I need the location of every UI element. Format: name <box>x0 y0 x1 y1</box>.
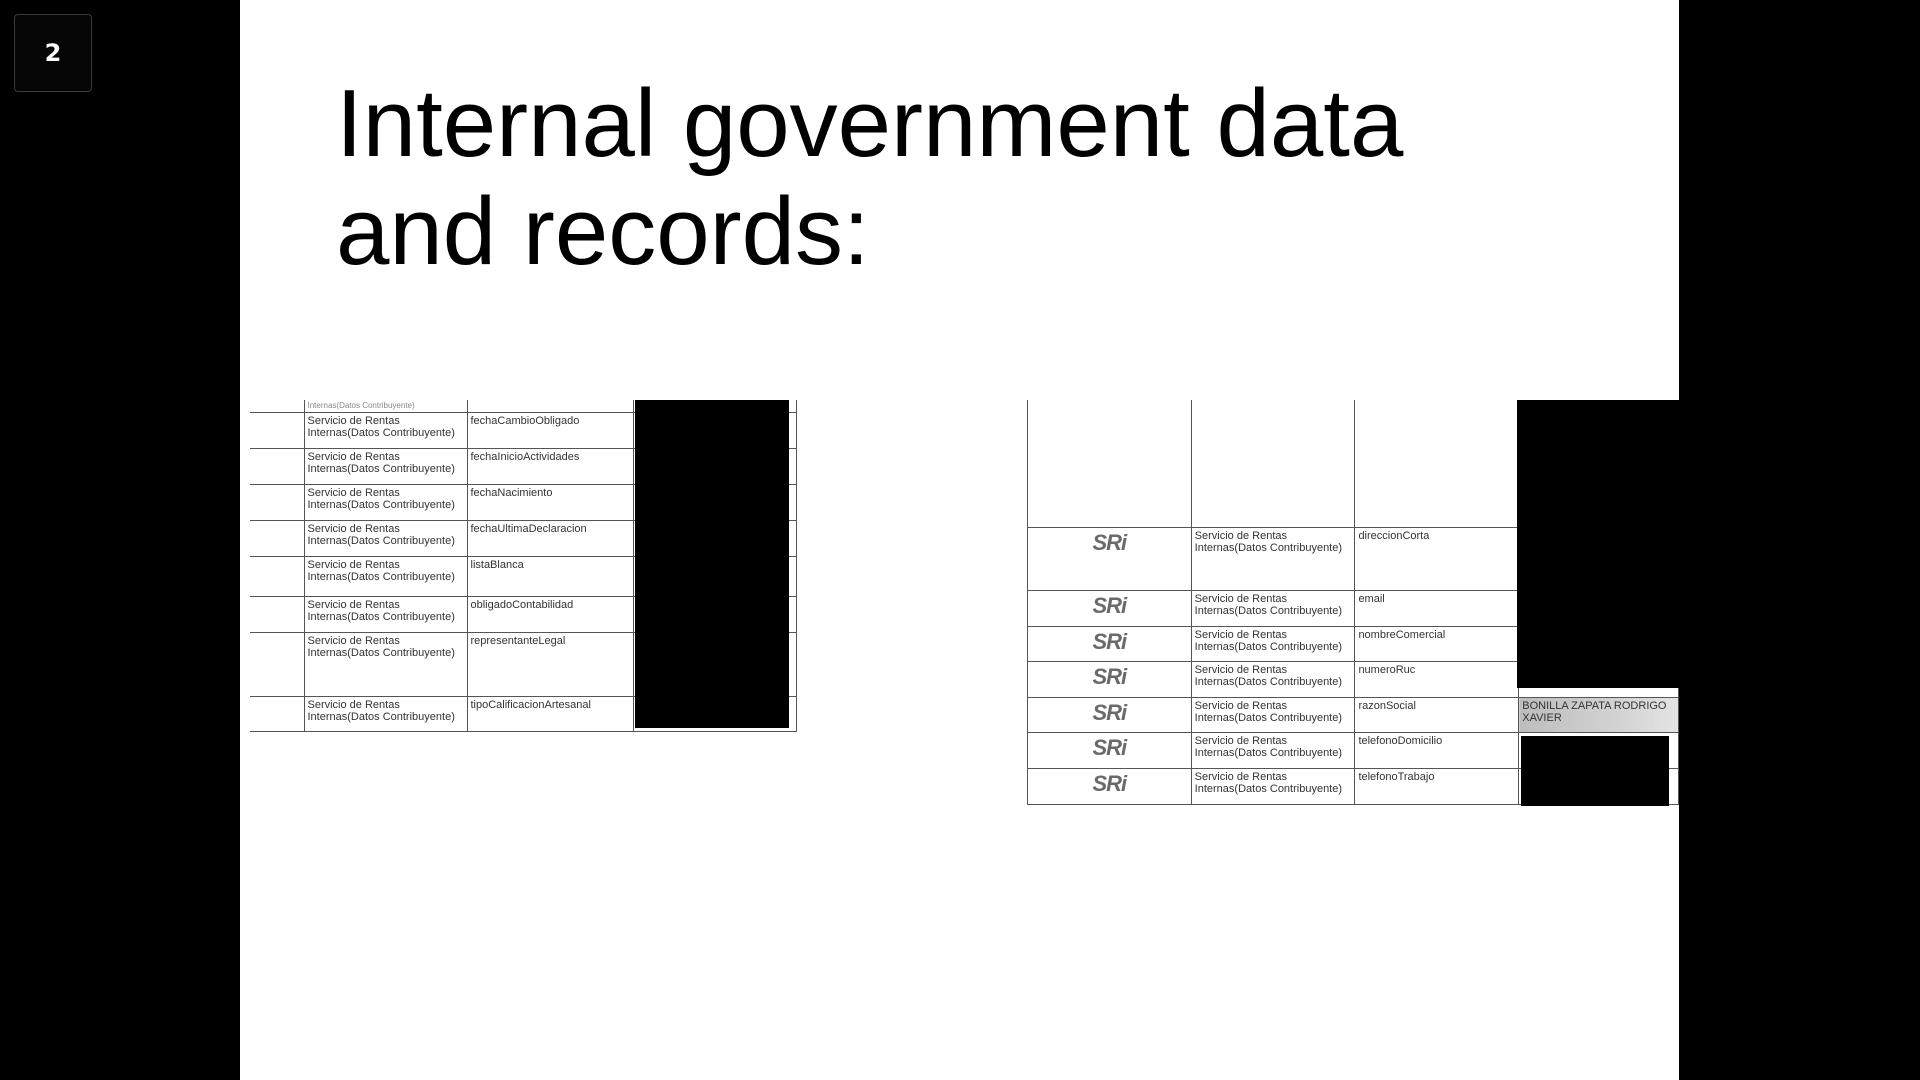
field-cell: obligadoContabilidad <box>466 595 634 633</box>
logo-cell: SRi <box>1027 696 1192 733</box>
redaction-bar <box>1521 736 1669 806</box>
source-cell: Servicio de Rentas Internas(Datos Contri… <box>303 555 468 597</box>
cutoff-text: Internas(Datos Contribuyente) <box>303 400 468 413</box>
source-cell: Servicio de Rentas Internas(Datos Contri… <box>1190 731 1356 769</box>
slide-number-badge[interactable]: 2 <box>14 14 92 92</box>
source-cell: Servicio de Rentas Internas(Datos Contri… <box>1190 767 1356 805</box>
value-cell-razon-social: BONILLA ZAPATA RODRIGO XAVIER <box>1518 696 1679 733</box>
field-cell: fechaCambioObligado <box>466 411 634 449</box>
source-cell: Servicio de Rentas Internas(Datos Contri… <box>1190 526 1356 591</box>
sri-logo-icon: SRi <box>1092 628 1127 654</box>
source-cell: Servicio de Rentas Internas(Datos Contri… <box>1190 589 1356 627</box>
field-cell: listaBlanca <box>466 555 634 597</box>
source-cell: Servicio de Rentas Internas(Datos Contri… <box>1190 660 1356 698</box>
source-cell: Servicio de Rentas Internas(Datos Contri… <box>1190 696 1356 733</box>
field-cell: fechaNacimiento <box>466 483 634 521</box>
field-cell: fechaInicioActividades <box>466 447 634 485</box>
slide-title-line-1: Internal government data <box>336 70 1404 177</box>
sri-logo-icon: SRi <box>1092 770 1127 796</box>
field-cell: representanteLegal <box>466 631 634 697</box>
source-cell: Servicio de Rentas Internas(Datos Contri… <box>303 447 468 485</box>
source-cell: Servicio de Rentas Internas(Datos Contri… <box>303 519 468 557</box>
field-cell: tipoCalificacionArtesanal <box>466 695 634 732</box>
source-cell: Servicio de Rentas Internas(Datos Contri… <box>303 411 468 449</box>
sri-logo-icon: SRi <box>1092 663 1127 689</box>
redaction-bar <box>635 400 789 728</box>
field-cell: direccionCorta <box>1354 526 1520 591</box>
field-cell: razonSocial <box>1354 696 1520 733</box>
sri-logo-icon: SRi <box>1092 734 1127 760</box>
source-cell: Servicio de Rentas Internas(Datos Contri… <box>303 483 468 521</box>
redaction-bar <box>1517 400 1679 688</box>
field-cell: numeroRuc <box>1354 660 1520 698</box>
logo-cell: SRi <box>1027 526 1192 591</box>
slide-title: Internal government data and records: <box>336 70 1536 286</box>
slide: Internal government data and records: In… <box>240 0 1679 1080</box>
field-cell: telefonoTrabajo <box>1354 767 1520 805</box>
field-cell: fechaUltimaDeclaracion <box>466 519 634 557</box>
logo-cell: SRi <box>1027 589 1192 627</box>
sri-logo-icon: SRi <box>1092 529 1127 555</box>
scanned-record-left: Internas(Datos Contribuyente) Servicio d… <box>250 400 800 735</box>
sri-logo-icon: SRi <box>1092 592 1127 618</box>
sri-logo-icon: SRi <box>1092 699 1127 725</box>
source-cell: Servicio de Rentas Internas(Datos Contri… <box>303 595 468 633</box>
source-cell: Servicio de Rentas Internas(Datos Contri… <box>303 631 468 697</box>
field-cell: email <box>1354 589 1520 627</box>
table-row: SRi Servicio de Rentas Internas(Datos Co… <box>1027 696 1679 733</box>
logo-cell: SRi <box>1027 731 1192 769</box>
source-cell: Servicio de Rentas Internas(Datos Contri… <box>303 695 468 732</box>
logo-cell: SRi <box>1027 660 1192 698</box>
source-cell: Servicio de Rentas Internas(Datos Contri… <box>1190 625 1356 662</box>
logo-cell: SRi <box>1027 767 1192 805</box>
field-cell: telefonoDomicilio <box>1354 731 1520 769</box>
logo-cell: SRi <box>1027 625 1192 662</box>
scanned-record-right: SRi Servicio de Rentas Internas(Datos Co… <box>1027 400 1679 810</box>
field-cell: nombreComercial <box>1354 625 1520 662</box>
slide-title-line-2: and records: <box>336 178 870 285</box>
